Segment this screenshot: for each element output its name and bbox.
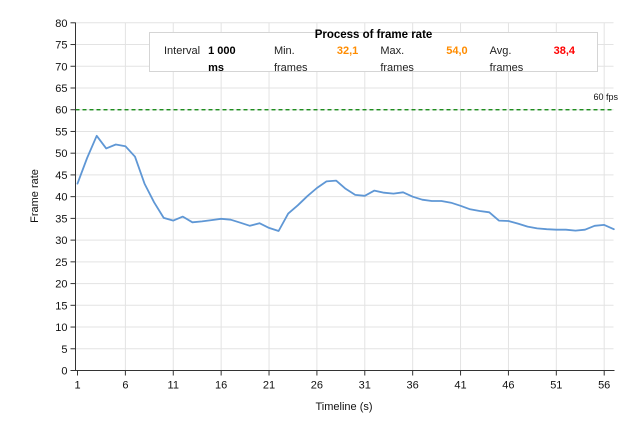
stat-min-frames: Min. frames 32,1 <box>273 45 359 74</box>
x-tick-label: 1 <box>74 380 80 392</box>
y-tick-label: 20 <box>55 279 67 291</box>
x-axis-title: Timeline (s) <box>315 401 373 413</box>
y-tick-label: 60 <box>55 105 67 117</box>
frame-rate-line <box>76 134 615 232</box>
y-tick-label: 70 <box>55 61 67 73</box>
x-tick-label: 56 <box>598 380 610 392</box>
x-tick-label: 21 <box>263 380 275 392</box>
x-tick-label: 11 <box>168 380 179 392</box>
y-tick-label: 35 <box>55 213 67 225</box>
y-tick-label: 45 <box>55 170 67 182</box>
stat-avg-frames: Avg. frames 38,4 <box>489 45 576 74</box>
x-tick-label: 6 <box>122 380 128 392</box>
y-tick-label: 50 <box>55 148 67 160</box>
chart-title: Process of frame rate <box>314 29 433 41</box>
y-tick-label: 5 <box>61 344 67 356</box>
y-tick-label: 80 <box>55 18 67 30</box>
y-tick-label: 15 <box>55 300 67 312</box>
x-tick-label: 36 <box>407 380 419 392</box>
y-axis-title: Frame rate <box>29 169 41 223</box>
y-tick-label: 25 <box>55 257 67 269</box>
y-tick-label: 10 <box>55 322 67 334</box>
x-tick-label: 31 <box>359 380 371 392</box>
chart-info-box: Process of frame rate Interval 1 000 ms … <box>149 29 598 74</box>
threshold-60fps-label: 60 fps <box>593 92 618 102</box>
stat-interval: Interval 1 000 ms <box>164 45 236 74</box>
y-tick-label: 55 <box>55 126 67 138</box>
y-tick-label: 75 <box>55 40 67 52</box>
chart-stats-row: Interval 1 000 ms Min. frames 32,1 Max. … <box>150 43 597 77</box>
y-tick-label: 40 <box>55 192 67 204</box>
stat-max-frames: Max. frames 54,0 <box>380 45 468 74</box>
y-tick-label: 65 <box>55 83 67 95</box>
y-tick-label: 30 <box>55 235 67 247</box>
x-tick-label: 26 <box>311 380 323 392</box>
x-tick-label: 41 <box>454 380 466 392</box>
x-tick-label: 16 <box>215 380 227 392</box>
y-tick-label: 0 <box>61 366 67 378</box>
x-tick-label: 46 <box>502 380 514 392</box>
x-tick-label: 51 <box>550 380 562 392</box>
